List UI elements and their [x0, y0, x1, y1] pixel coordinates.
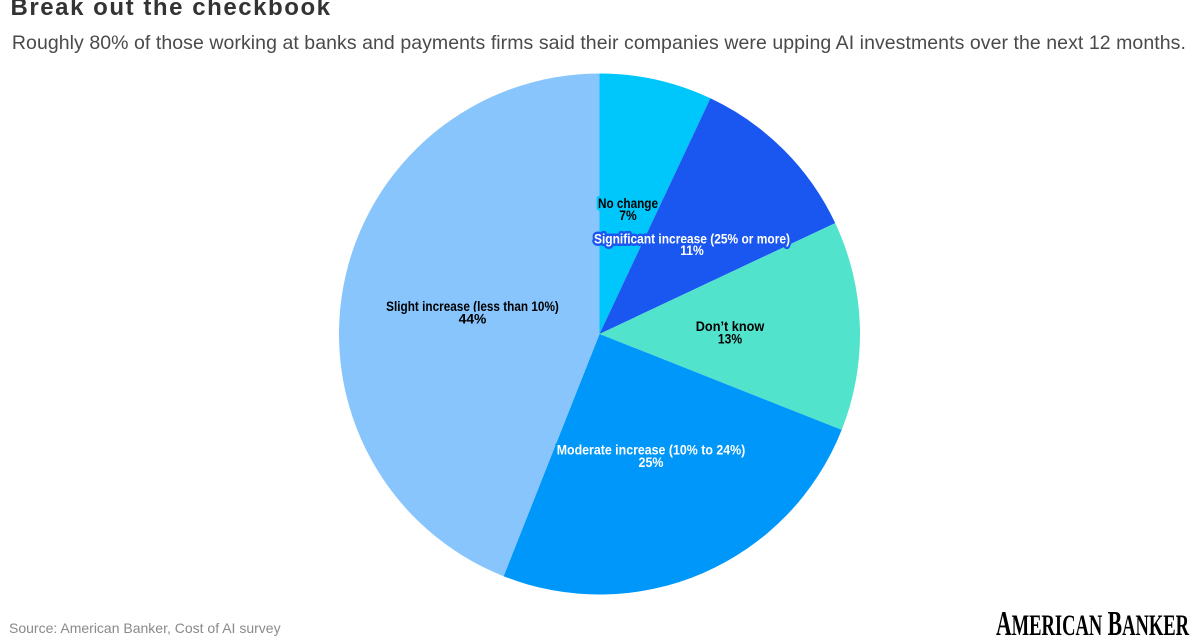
svg-text:25%: 25% [639, 454, 664, 470]
svg-text:7%: 7% [619, 207, 637, 223]
svg-text:Significant increase (25% or m: Significant increase (25% or more) [594, 231, 790, 247]
svg-text:Slight increase (less than 10%: Slight increase (less than 10%) [386, 298, 559, 314]
svg-text:Don’t know: Don’t know [696, 318, 765, 334]
svg-text:44%: 44% [459, 311, 487, 327]
svg-text:No change: No change [598, 195, 658, 211]
svg-text:Moderate increase (10% to 24%): Moderate increase (10% to 24%) [557, 442, 746, 458]
svg-text:11%: 11% [680, 242, 704, 258]
svg-text:13%: 13% [718, 331, 743, 347]
